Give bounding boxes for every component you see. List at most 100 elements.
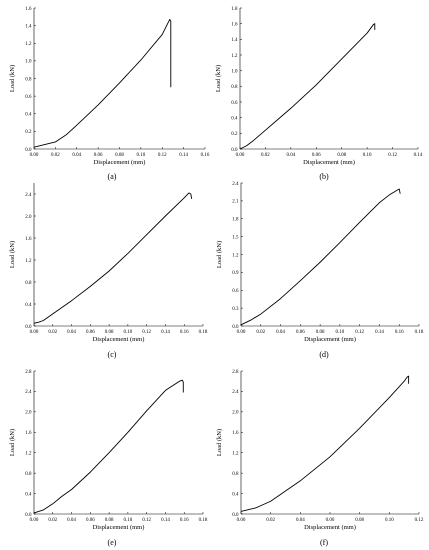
x-tick-label: 0.08 bbox=[105, 518, 114, 523]
y-tick-label: 2.4 bbox=[232, 390, 239, 395]
y-tick-label: 2.8 bbox=[25, 370, 32, 375]
y-tick-label: 1.2 bbox=[232, 253, 239, 258]
y-tick-label: 1.0 bbox=[231, 69, 238, 74]
y-tick-label: 0.0 bbox=[25, 325, 32, 330]
x-tick-label: 0.12 bbox=[415, 518, 424, 523]
load-displacement-curve bbox=[239, 23, 376, 150]
x-tick-label: 0.14 bbox=[161, 518, 170, 523]
y-tick-label: 1.0 bbox=[25, 60, 32, 65]
y-axis-label: Load (kN) bbox=[9, 241, 16, 268]
y-tick-label: 2.4 bbox=[25, 193, 32, 198]
y-tick-label: 1.2 bbox=[232, 452, 239, 457]
x-tick-label: 0.10 bbox=[336, 330, 345, 335]
x-tick-label: 0.02 bbox=[48, 330, 57, 335]
x-axis-label: Displacement (mm) bbox=[93, 336, 145, 343]
x-tick-label: 0.06 bbox=[94, 153, 103, 158]
panel-label: (b) bbox=[319, 172, 329, 181]
y-tick-label: 2.0 bbox=[25, 411, 32, 416]
x-tick-label: 0.00 bbox=[237, 518, 246, 523]
y-tick-label: 0.8 bbox=[232, 472, 239, 477]
x-tick-label: 0.00 bbox=[236, 153, 245, 158]
x-tick-label: 0.12 bbox=[388, 153, 397, 158]
y-tick-label: 0.2 bbox=[25, 130, 32, 135]
y-tick-label: 1.2 bbox=[25, 42, 32, 47]
y-tick-label: 0.8 bbox=[25, 281, 32, 286]
x-tick-label: 0.04 bbox=[72, 153, 81, 158]
x-tick-label: 0.02 bbox=[266, 518, 275, 523]
y-tick-label: 0.0 bbox=[232, 325, 239, 330]
load-displacement-curve bbox=[240, 188, 401, 326]
x-tick-label: 0.12 bbox=[158, 153, 167, 158]
y-tick-label: 1.2 bbox=[25, 259, 32, 264]
chart-panel-5: 0.00 0.02 0.04 0.06 0.08 0.10 0.12 0.14 0.16 0.18… bbox=[9, 370, 208, 547]
chart-panel-1: 0.00 0.02 0.04 0.06 0.08 0.10 0.12 0.14 0.16 0.0 0… bbox=[9, 7, 210, 181]
y-tick-label: 0.6 bbox=[231, 101, 238, 106]
y-axis-label: Load (kN) bbox=[216, 429, 223, 456]
x-tick-label: 0.00 bbox=[30, 153, 39, 158]
y-tick-label: 0.4 bbox=[231, 116, 238, 121]
y-tick-label: 1.4 bbox=[231, 38, 238, 43]
x-tick-label: 0.00 bbox=[30, 518, 39, 523]
chart-panel-3: 0.00 0.02 0.04 0.06 0.08 0.10 0.12 0.14 0.16 0.18… bbox=[9, 183, 208, 359]
y-tick-label: 1.2 bbox=[25, 452, 32, 457]
y-axis-label: Load (kN) bbox=[9, 65, 16, 92]
x-axis-label: Displacement (mm) bbox=[93, 524, 145, 531]
x-tick-label: 0.16 bbox=[180, 518, 189, 523]
x-tick-label: 0.04 bbox=[67, 330, 76, 335]
x-tick-label: 0.10 bbox=[124, 330, 133, 335]
x-tick-label: 0.08 bbox=[355, 518, 364, 523]
y-tick-label: 1.6 bbox=[25, 237, 32, 242]
y-tick-label: 0.4 bbox=[25, 303, 32, 308]
x-tick-label: 0.04 bbox=[67, 518, 76, 523]
x-tick-label: 0.08 bbox=[105, 330, 114, 335]
x-tick-label: 0.02 bbox=[48, 518, 57, 523]
y-tick-label: 0.3 bbox=[232, 307, 239, 312]
x-tick-label: 0.06 bbox=[86, 330, 95, 335]
x-tick-label: 0.10 bbox=[363, 153, 372, 158]
y-tick-label: 0.4 bbox=[232, 492, 239, 497]
panel-label: (a) bbox=[108, 172, 117, 181]
x-tick-label: 0.08 bbox=[337, 153, 346, 158]
y-tick-label: 0.0 bbox=[25, 148, 32, 153]
x-tick-label: 0.06 bbox=[86, 518, 95, 523]
load-displacement-curve bbox=[33, 19, 172, 148]
y-axis-label: Load (kN) bbox=[9, 429, 16, 456]
y-axis-label: Load (kN) bbox=[216, 241, 223, 268]
y-tick-label: 2.4 bbox=[25, 390, 32, 395]
x-tick-label: 0.00 bbox=[30, 330, 39, 335]
y-tick-label: 1.6 bbox=[25, 431, 32, 436]
panel-label: (c) bbox=[108, 350, 117, 359]
y-tick-label: 2.4 bbox=[232, 182, 239, 187]
chart-panel-2: 0.00 0.02 0.04 0.06 0.08 0.10 0.12 0.14 0.0 0.2 0.… bbox=[215, 7, 423, 181]
y-tick-label: 1.6 bbox=[232, 431, 239, 436]
y-tick-label: 1.8 bbox=[232, 218, 239, 223]
x-tick-label: 0.14 bbox=[414, 153, 423, 158]
y-tick-label: 2.8 bbox=[232, 370, 239, 375]
load-displacement-curve bbox=[240, 375, 410, 512]
x-axis-label: Displacement (mm) bbox=[94, 159, 146, 166]
x-tick-label: 0.02 bbox=[51, 153, 60, 158]
x-axis-label: Displacement (mm) bbox=[304, 336, 356, 343]
y-tick-label: 0.6 bbox=[232, 289, 239, 294]
y-tick-label: 0.0 bbox=[231, 148, 238, 153]
x-tick-label: 0.06 bbox=[326, 518, 335, 523]
x-tick-label: 0.06 bbox=[296, 330, 305, 335]
y-tick-label: 0.0 bbox=[25, 513, 32, 518]
panel-label: (f) bbox=[320, 538, 328, 547]
x-tick-label: 0.02 bbox=[256, 330, 265, 335]
load-displacement-curve bbox=[33, 192, 193, 324]
x-tick-label: 0.06 bbox=[312, 153, 321, 158]
y-tick-label: 1.8 bbox=[231, 7, 238, 12]
y-tick-label: 0.4 bbox=[25, 113, 32, 118]
y-tick-label: 1.6 bbox=[25, 7, 32, 12]
y-tick-label: 0.4 bbox=[25, 492, 32, 497]
x-tick-label: 0.10 bbox=[124, 518, 133, 523]
x-tick-label: 0.16 bbox=[180, 330, 189, 335]
x-tick-label: 0.18 bbox=[199, 330, 208, 335]
x-tick-label: 0.12 bbox=[142, 518, 151, 523]
x-tick-label: 0.08 bbox=[316, 330, 325, 335]
y-tick-label: 0.8 bbox=[231, 85, 238, 90]
x-tick-label: 0.00 bbox=[237, 330, 246, 335]
y-tick-label: 2.0 bbox=[232, 411, 239, 416]
